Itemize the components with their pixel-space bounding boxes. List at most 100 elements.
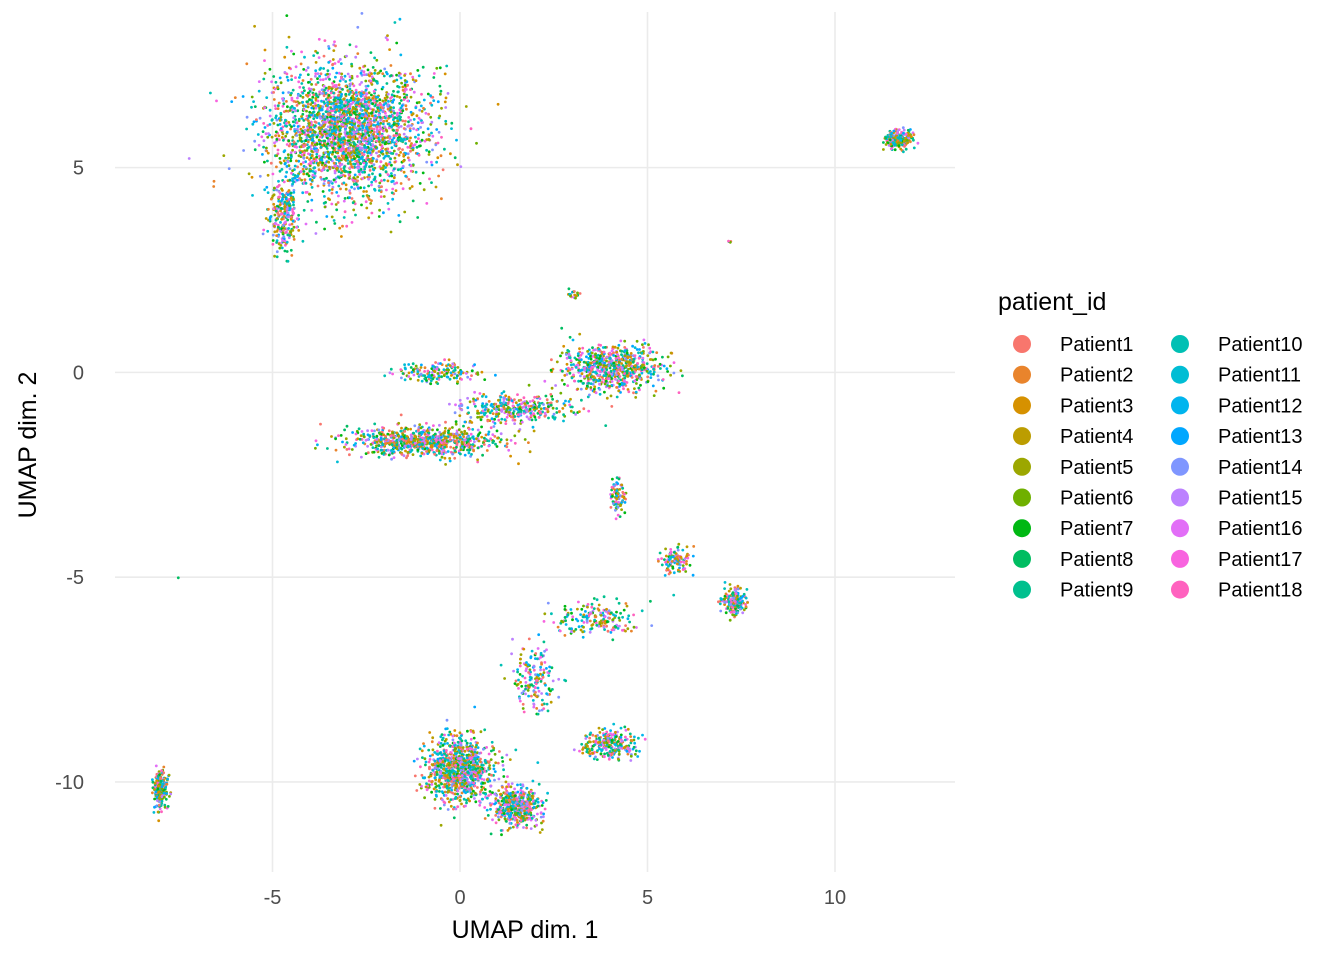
data-point bbox=[460, 440, 464, 444]
data-point bbox=[892, 129, 896, 133]
data-point bbox=[297, 154, 301, 158]
data-point bbox=[350, 76, 354, 80]
data-point bbox=[397, 71, 401, 75]
data-point bbox=[293, 176, 297, 180]
data-point bbox=[314, 49, 317, 53]
data-point bbox=[605, 355, 609, 359]
data-point bbox=[447, 431, 450, 434]
data-point bbox=[298, 76, 301, 79]
data-point bbox=[310, 99, 314, 102]
data-point bbox=[326, 125, 330, 129]
data-point bbox=[336, 141, 340, 145]
data-point bbox=[375, 130, 379, 134]
data-point bbox=[547, 405, 550, 408]
data-point bbox=[438, 458, 442, 462]
data-point bbox=[310, 138, 314, 142]
data-point bbox=[411, 148, 415, 152]
data-point bbox=[337, 194, 340, 198]
data-point bbox=[537, 416, 541, 419]
data-point bbox=[324, 77, 328, 81]
data-point bbox=[317, 37, 321, 41]
data-point bbox=[308, 178, 312, 181]
data-point bbox=[310, 113, 313, 117]
data-point bbox=[300, 153, 304, 157]
data-point bbox=[341, 440, 344, 444]
data-point bbox=[334, 437, 337, 441]
data-point bbox=[258, 174, 262, 178]
data-point bbox=[313, 124, 317, 127]
data-point bbox=[300, 140, 304, 143]
data-point bbox=[516, 403, 520, 407]
data-point bbox=[362, 70, 366, 74]
data-point bbox=[603, 390, 606, 394]
data-point bbox=[314, 61, 318, 64]
data-point bbox=[357, 169, 361, 172]
data-point bbox=[897, 136, 901, 140]
data-point bbox=[608, 374, 612, 378]
data-point bbox=[307, 174, 311, 178]
data-point bbox=[560, 378, 564, 382]
data-point bbox=[427, 431, 431, 435]
data-point bbox=[467, 442, 471, 446]
data-point bbox=[315, 149, 318, 153]
data-point bbox=[348, 84, 352, 88]
data-point bbox=[344, 149, 348, 153]
data-point bbox=[578, 410, 581, 413]
data-point bbox=[412, 90, 416, 94]
data-point bbox=[304, 181, 308, 185]
data-point bbox=[888, 138, 892, 142]
data-point bbox=[390, 443, 394, 447]
data-point bbox=[363, 108, 367, 112]
data-point bbox=[886, 135, 890, 139]
data-point bbox=[364, 146, 368, 149]
data-point bbox=[382, 103, 386, 106]
data-point bbox=[327, 160, 331, 164]
data-point bbox=[330, 435, 333, 438]
data-point bbox=[499, 421, 503, 425]
data-point bbox=[291, 148, 294, 152]
data-point bbox=[623, 339, 627, 343]
data-point bbox=[491, 441, 495, 444]
data-point bbox=[392, 167, 396, 171]
data-point bbox=[291, 229, 295, 232]
data-point bbox=[314, 97, 318, 100]
data-point bbox=[337, 434, 340, 437]
data-point bbox=[319, 92, 323, 95]
data-point bbox=[444, 426, 447, 430]
data-point bbox=[291, 88, 295, 92]
data-point bbox=[427, 150, 431, 154]
data-point bbox=[360, 203, 363, 207]
data-point bbox=[384, 148, 387, 151]
data-point bbox=[252, 120, 256, 124]
data-point bbox=[421, 65, 425, 69]
data-point bbox=[367, 177, 370, 181]
data-point bbox=[599, 363, 602, 366]
data-point bbox=[446, 450, 450, 453]
data-point bbox=[319, 135, 322, 139]
data-point bbox=[315, 220, 318, 224]
data-point bbox=[430, 131, 433, 135]
data-point bbox=[409, 88, 412, 91]
data-point bbox=[335, 158, 339, 162]
data-point bbox=[187, 157, 191, 160]
data-point bbox=[316, 77, 319, 80]
data-point bbox=[282, 235, 286, 239]
data-point bbox=[412, 127, 415, 131]
data-point bbox=[327, 139, 330, 143]
data-point bbox=[651, 384, 655, 388]
data-point bbox=[389, 64, 393, 67]
data-point bbox=[310, 83, 313, 86]
data-point bbox=[334, 155, 337, 159]
data-point bbox=[331, 63, 334, 67]
data-point bbox=[360, 430, 364, 433]
data-point bbox=[250, 175, 254, 179]
data-point bbox=[570, 367, 574, 371]
data-point bbox=[375, 444, 378, 448]
data-point bbox=[504, 410, 508, 413]
data-point bbox=[399, 413, 403, 417]
data-point bbox=[352, 144, 355, 148]
data-point bbox=[383, 67, 387, 71]
data-point bbox=[313, 133, 317, 137]
data-point bbox=[449, 371, 453, 375]
data-point bbox=[408, 139, 411, 143]
